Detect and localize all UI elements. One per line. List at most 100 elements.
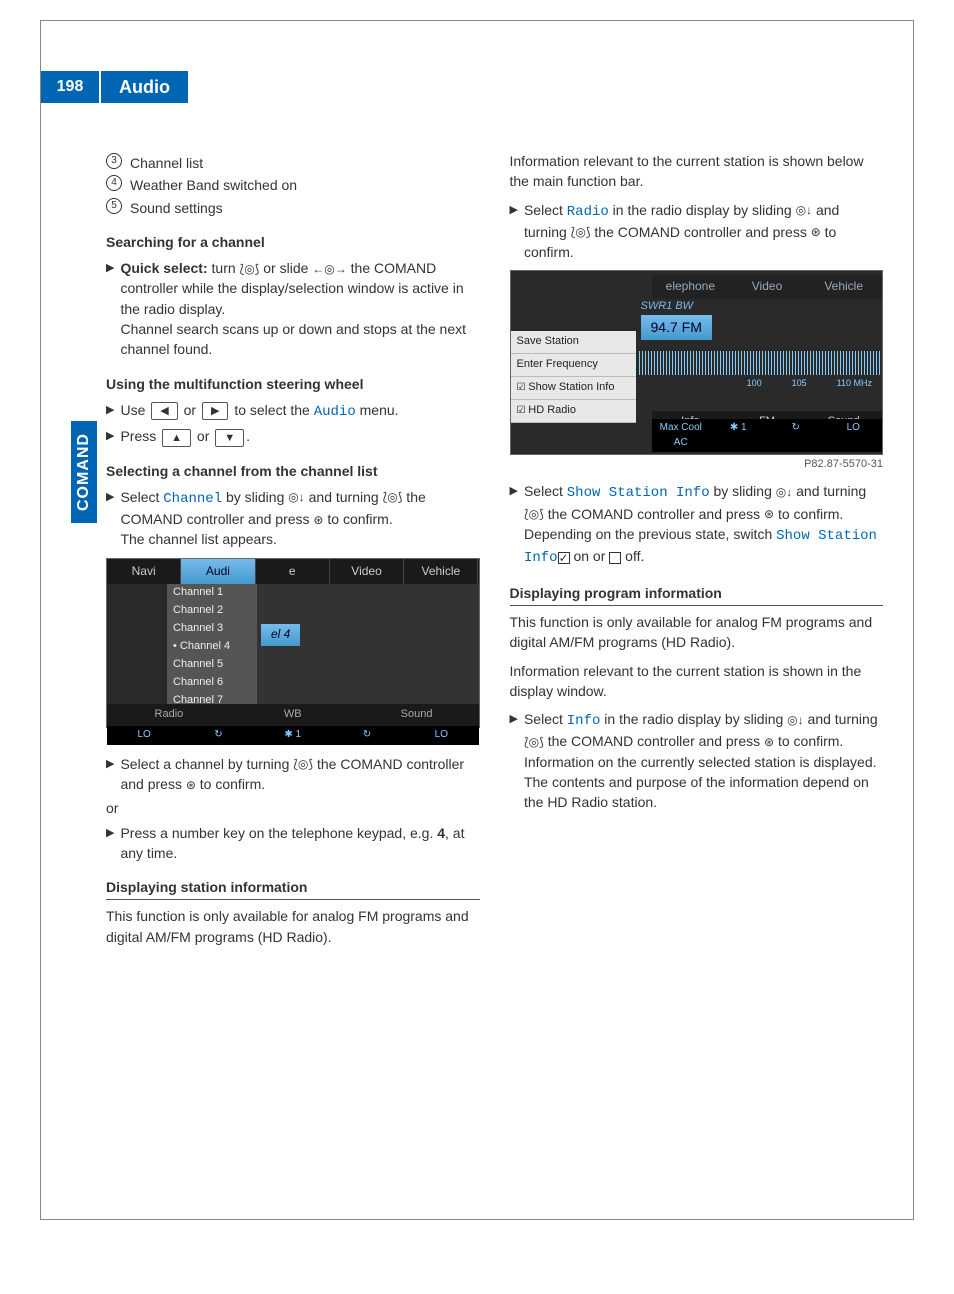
- bullet-icon: ▶: [510, 484, 518, 568]
- bullet-icon: ▶: [106, 261, 114, 359]
- quick-note: Channel search scans up or down and stop…: [120, 319, 479, 360]
- step-ssi-body: Select Show Station Info by sliding ◎↓ a…: [524, 481, 883, 568]
- right-column: Information relevant to the current stat…: [510, 151, 884, 947]
- fig2-frequency: 94.7 FM: [641, 315, 712, 339]
- radio-label: Radio: [567, 204, 609, 220]
- num-text-3: Channel list: [130, 153, 203, 173]
- left-key-icon: ◀: [151, 402, 177, 420]
- bullet-icon: ▶: [106, 403, 114, 422]
- num-item-5: 5 Sound settings: [106, 198, 480, 218]
- info-label: Info: [567, 713, 601, 729]
- info-note: Information on the currently selected st…: [524, 752, 883, 813]
- slide-down-icon: ◎↓: [796, 202, 812, 219]
- fig2-station-name: SWR1 BW: [641, 299, 694, 315]
- up-key-icon: ▲: [162, 429, 191, 447]
- figure-channel-list: Navi Audi e Video Vehicle Channel 1 Chan…: [106, 558, 480, 728]
- figure-radio-menu: elephone Video Vehicle SWR1 BW 94.7 FM S…: [510, 270, 884, 455]
- bullet-icon: ▶: [106, 490, 114, 550]
- quick-body: turn: [208, 260, 240, 276]
- fig1-botrow: Radio WB Sound: [107, 704, 479, 726]
- step-use: ▶ Use ◀ or ▶ to select the Audio menu.: [106, 400, 480, 422]
- press-icon: ⊛: [764, 506, 774, 523]
- turn-icon: ⟅◎⟆: [240, 261, 260, 278]
- slide-down-icon: ◎↓: [288, 489, 304, 506]
- step-quick-body: Quick select: turn ⟅◎⟆ or slide ←◎→ the …: [120, 258, 479, 359]
- fig2-caption: P82.87-5570-31: [510, 457, 884, 473]
- sel-note: The channel list appears.: [120, 529, 479, 549]
- fig2-scale-labels: 100 105 110 MHz: [747, 377, 872, 390]
- or-text: or: [106, 798, 480, 818]
- bullet-icon: ▶: [510, 203, 518, 263]
- num-item-3: 3 Channel list: [106, 153, 480, 173]
- channel-label: Channel: [163, 491, 222, 507]
- step-info-body: Select Info in the radio display by slid…: [524, 709, 883, 812]
- heading-station-info: Displaying station information: [106, 877, 480, 900]
- num-item-4: 4 Weather Band switched on: [106, 175, 480, 195]
- step-select-radio: ▶ Select Radio in the radio display by s…: [510, 200, 884, 263]
- heading-search: Searching for a channel: [106, 232, 480, 252]
- fig2-menu: Save Station Enter Frequency Show Statio…: [511, 331, 636, 423]
- slide-lr-icon: ←◎→: [312, 261, 346, 278]
- quick-label: Quick select:: [120, 260, 207, 276]
- step-press: ▶ Press ▲ or ▼.: [106, 426, 480, 446]
- fig2-toprow: elephone Video Vehicle: [652, 275, 882, 298]
- circ-3: 3: [106, 153, 122, 169]
- step-press-body: Press ▲ or ▼.: [120, 426, 250, 446]
- slide-down-icon: ◎↓: [776, 484, 792, 501]
- step-selch-body: Select a channel by turning ⟅◎⟆ the COMA…: [120, 754, 479, 795]
- ssi-note: Depending on the previous state, switch …: [524, 524, 883, 569]
- bullet-icon: ▶: [106, 757, 114, 795]
- heading-multifunction: Using the multifunction steering wheel: [106, 374, 480, 394]
- content: 3Channel list 4Weather Band switched on …: [71, 151, 883, 947]
- turn-icon: ⟅◎⟆: [293, 756, 313, 773]
- page: 198 Audio COMAND 3 Channel list 4 Weather …: [40, 20, 914, 1220]
- turn-icon: ⟅◎⟆: [383, 489, 403, 506]
- left-column: 3Channel list 4Weather Band switched on …: [106, 151, 480, 947]
- audio-label: Audio: [314, 404, 356, 420]
- num-text-5: Sound settings: [130, 198, 223, 218]
- bullet-icon: ▶: [510, 712, 518, 812]
- down-key-icon: ▼: [215, 429, 244, 447]
- press-icon: ⊛: [764, 734, 774, 751]
- step-presskey-body: Press a number key on the telephone keyp…: [120, 823, 479, 864]
- step-quick: ▶ Quick select: turn ⟅◎⟆ or slide ←◎→ th…: [106, 258, 480, 359]
- right-key-icon: ▶: [202, 402, 228, 420]
- dsi-p1: This function is only available for anal…: [106, 906, 480, 947]
- turn-icon: ⟅◎⟆: [524, 506, 544, 523]
- circ-4: 4: [106, 175, 122, 191]
- fig1-toprow: Navi Audi e Video Vehicle: [107, 559, 479, 584]
- step-use-body: Use ◀ or ▶ to select the Audio menu.: [120, 400, 398, 422]
- page-title: Audio: [101, 77, 188, 98]
- fig1-botrow2: LO ↻ ✱ 1 ↻ LO: [107, 726, 479, 745]
- press-icon: ⊛: [313, 512, 323, 529]
- right-intro: Information relevant to the current stat…: [510, 151, 884, 192]
- turn-icon: ⟅◎⟆: [524, 734, 544, 751]
- page-number: 198: [41, 71, 101, 103]
- fig1-channel-list: Channel 1 Channel 2 Channel 3 • Channel …: [167, 584, 257, 704]
- header-bar: 198 Audio: [41, 71, 188, 103]
- step-sr-body: Select Radio in the radio display by sli…: [524, 200, 883, 263]
- step-select-ch2: ▶ Select a channel by turning ⟅◎⟆ the CO…: [106, 754, 480, 795]
- ssi-label: Show Station Info: [567, 485, 710, 501]
- fig1-highlight: el 4: [257, 584, 479, 704]
- press-icon: ⊛: [186, 777, 196, 794]
- step-info: ▶ Select Info in the radio display by sl…: [510, 709, 884, 812]
- bullet-icon: ▶: [106, 826, 114, 864]
- bullet-icon: ▶: [106, 429, 114, 446]
- heading-select-channel: Selecting a channel from the channel lis…: [106, 461, 480, 481]
- heading-program-info: Displaying program information: [510, 583, 884, 606]
- side-tab: COMAND: [71, 421, 97, 523]
- circ-5: 5: [106, 198, 122, 214]
- dpi-p1: This function is only available for anal…: [510, 612, 884, 653]
- num-text-4: Weather Band switched on: [130, 175, 297, 195]
- slide-down-icon: ◎↓: [787, 712, 803, 729]
- step-ssi: ▶ Select Show Station Info by sliding ◎↓…: [510, 481, 884, 568]
- checkbox-off-icon: [609, 552, 621, 564]
- checkbox-on-icon: [558, 552, 570, 564]
- step-select-body: Select Channel by sliding ◎↓ and turning…: [120, 487, 479, 550]
- fig2-botrow2: Max Cool AC ✱ 1 ↻ LO: [652, 419, 882, 452]
- key-4: 4: [437, 825, 445, 841]
- dpi-p2: Information relevant to the current stat…: [510, 661, 884, 702]
- press-icon: ⊛: [811, 224, 821, 241]
- step-select-channel: ▶ Select Channel by sliding ◎↓ and turni…: [106, 487, 480, 550]
